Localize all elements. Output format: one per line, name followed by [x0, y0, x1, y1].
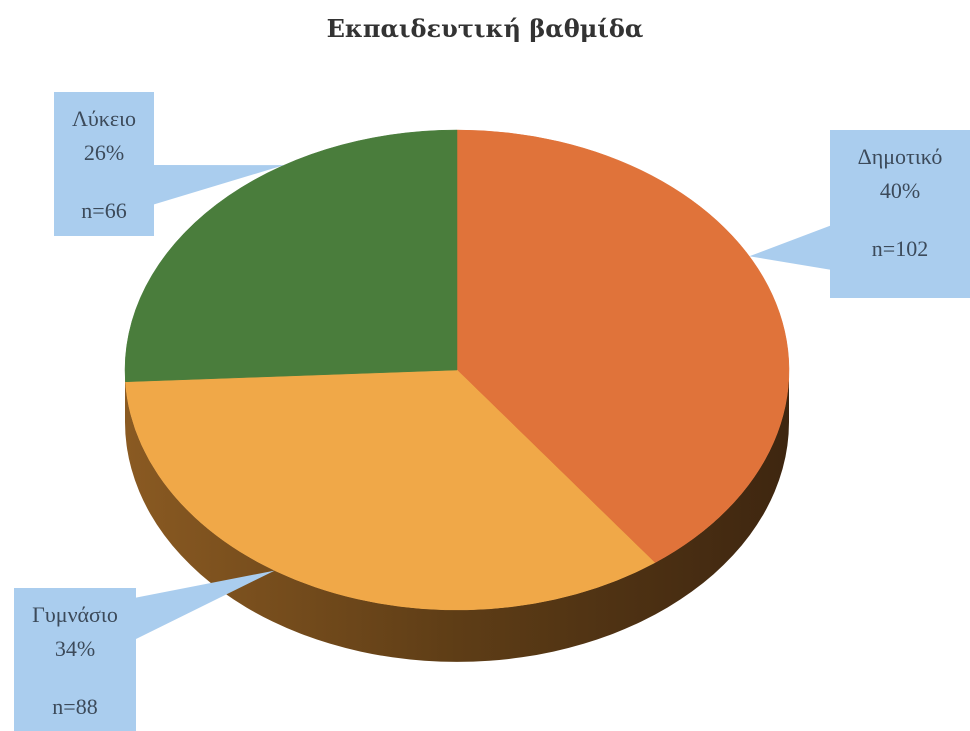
slice-label-2: Λύκειο	[72, 106, 136, 131]
callout-box-2	[54, 92, 154, 236]
callout-box-1	[14, 588, 136, 731]
pie-slice-1	[125, 369, 656, 611]
slice-percent-1: 34%	[55, 636, 95, 661]
callout-tail-2	[152, 165, 284, 205]
callout-tail-1	[134, 570, 275, 640]
callout-layer: Δημοτικό 40% n=102 Γυμνάσιο 34% n=88 Λύκειο 26%…	[14, 92, 970, 731]
pie-edge	[125, 370, 789, 662]
pie-layer	[124, 129, 790, 662]
slice-count-1: n=88	[52, 694, 97, 719]
chart-title: Εκπαιδευτική βαθμίδα	[326, 14, 644, 43]
slice-label-1: Γυμνάσιο	[32, 602, 118, 627]
slice-percent-2: 26%	[84, 140, 124, 165]
pie-slice-0	[456, 129, 790, 564]
slice-percent-0: 40%	[880, 178, 920, 203]
pie-slice-2	[124, 129, 458, 383]
slice-label-0: Δημοτικό	[858, 144, 943, 169]
slice-count-0: n=102	[872, 236, 928, 261]
slice-count-2: n=66	[81, 198, 126, 223]
callout-tail-0	[749, 225, 832, 270]
callout-box-0	[830, 130, 970, 298]
